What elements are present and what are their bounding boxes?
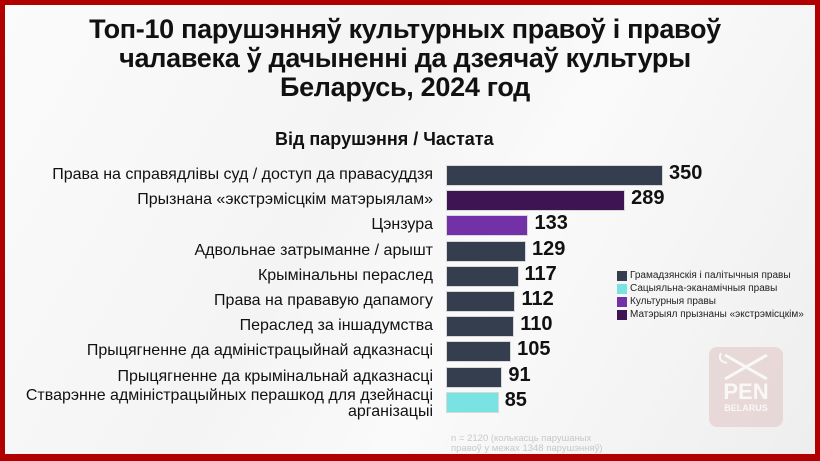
legend-label: Грамадзянскія і палітычныя правы <box>630 270 791 281</box>
legend-swatch <box>617 296 627 307</box>
bar <box>446 265 519 287</box>
bar-label: Права на справядлівы суд / доступ да пра… <box>52 166 433 183</box>
chart-frame: Топ-10 парушэнняў культурных правоў і пр… <box>5 5 815 454</box>
legend-item-extremist: Матэрыял прызнаны «экстрэмісцкім» <box>617 308 804 321</box>
bar-label: Прыцягненне да крымінальнай адказнасці <box>117 367 433 385</box>
bar-value: 112 <box>521 288 554 310</box>
sample-note: n = 2120 (колькасць парушаных правоў у м… <box>451 434 603 454</box>
legend-label: Матэрыял прызнаны «экстрэмісцкім» <box>630 309 804 320</box>
logo-subtext: BELARUS <box>724 403 768 413</box>
bar <box>446 165 663 186</box>
table-row: Прызнана «экстрэмісцкім матэрыялам» 289 <box>5 187 805 213</box>
bar-value: 105 <box>517 338 551 361</box>
bar-label: Прызнана «экстрэмісцкім матэрыялам» <box>137 191 433 209</box>
bar-value: 91 <box>508 363 531 386</box>
note-line-2: правоў у межах 1348 парушэнняў) <box>451 443 603 454</box>
bar-value: 85 <box>504 388 527 411</box>
table-row: Прыцягненне да крымінальнай адказнасці 91 <box>5 363 805 390</box>
title-line-2: чалавека ў дачыненні да дзеячаў культуры <box>119 43 691 73</box>
legend-label: Сацыяльна-эканамічныя правы <box>630 283 778 294</box>
title-line-1: Топ-10 парушэнняў культурных правоў і пр… <box>89 14 721 44</box>
table-row: Права на прававую дапамогу 112 <box>5 288 805 314</box>
bar-label: Прыцягненне да адміністрацыйнай адказнас… <box>86 342 433 360</box>
table-row: Адвольнае затрыманне / арышт 129 <box>5 237 805 264</box>
legend-item-cultural: Культурныя правы <box>617 295 804 308</box>
table-row: Пераслед за іншадумства 110 <box>5 313 805 339</box>
bar-value: 117 <box>524 262 557 285</box>
legend: Грамадзянскія і палітычныя правы Сацыяль… <box>617 269 804 321</box>
bar-label: Пераслед за іншадумства <box>239 317 433 335</box>
legend-item-civil: Грамадзянскія і палітычныя правы <box>617 269 804 282</box>
bar-label: Стварэнне адміністрацыйных перашкод для … <box>25 386 433 420</box>
crossed-swords-icon <box>718 352 768 381</box>
title-line-3: Беларусь, 2024 год <box>279 72 531 102</box>
table-row: Цэнзура 133 <box>5 212 805 238</box>
table-row: Стварэнне адміністрацыйных перашкод для … <box>5 387 805 419</box>
bar <box>446 341 512 363</box>
bar-label: Цэнзура <box>371 216 433 234</box>
table-row: Права на справядлівы суд / доступ да пра… <box>5 162 805 188</box>
bar <box>446 240 526 262</box>
note-line-1: n = 2120 (колькасць парушаных <box>451 433 592 444</box>
bar-value: 350 <box>669 162 703 184</box>
chart-title: Топ-10 парушэнняў культурных правоў і пр… <box>5 15 805 102</box>
table-row: Крымінальны пераслед 117 <box>5 262 805 289</box>
table-row: Прыцягненне да адміністрацыйнай адказнас… <box>5 338 805 364</box>
logo-text: PEN <box>723 379 769 404</box>
bar <box>446 391 499 413</box>
bar-value: 133 <box>534 212 568 235</box>
legend-swatch <box>617 270 627 281</box>
bar <box>446 190 626 212</box>
bar <box>446 316 515 338</box>
bar-label: Права на прававую дапамогу <box>214 292 433 309</box>
bar <box>446 366 503 388</box>
legend-label: Культурныя правы <box>630 296 716 307</box>
chart-subtitle: Від парушэння / Частата <box>275 129 494 149</box>
bar-label: Крымінальны пераслед <box>257 266 433 284</box>
bar <box>446 215 529 237</box>
bar-value: 129 <box>531 237 566 260</box>
bar-value: 289 <box>631 187 665 210</box>
legend-item-socio: Сацыяльна-эканамічныя правы <box>617 282 804 295</box>
legend-swatch <box>617 283 627 294</box>
bar-value: 110 <box>520 313 553 336</box>
bar <box>446 291 516 312</box>
pen-belarus-logo: PEN BELARUS <box>709 347 783 427</box>
legend-swatch <box>617 309 627 320</box>
bar-label: Адвольнае затрыманне / арышт <box>194 241 434 259</box>
